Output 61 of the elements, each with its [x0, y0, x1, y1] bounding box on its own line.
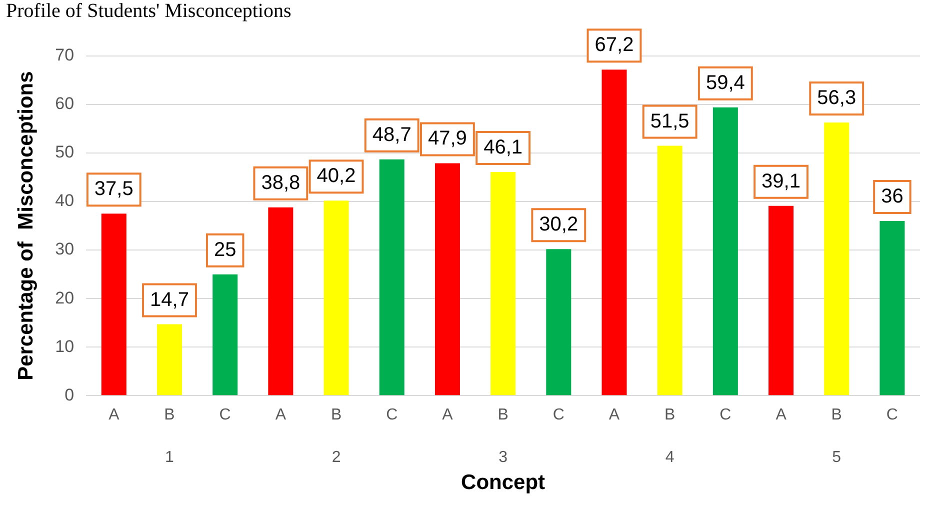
x-tick-label: C [219, 406, 231, 424]
text: 4 [665, 449, 674, 466]
data-label: 46,1 [484, 136, 523, 158]
y-tick-label: 10 [55, 336, 74, 356]
x-tick-label: A [608, 406, 620, 424]
x-tick-label: C [720, 406, 732, 424]
bar [712, 107, 738, 396]
x-tick-label: B [330, 406, 342, 424]
y-tick-label: 70 [55, 46, 74, 65]
data-label: 25 [214, 238, 236, 261]
x-tick-label: B [498, 406, 508, 424]
data-label: 56,3 [817, 86, 856, 109]
data-label: 59,4 [706, 72, 745, 94]
data-label: 40,2 [316, 165, 356, 188]
bar [602, 70, 627, 396]
text: 3 [498, 449, 508, 466]
y-tick-label: 20 [55, 288, 74, 308]
x-tick-label: C [552, 406, 564, 424]
data-label: 37,5 [94, 178, 134, 200]
x-tick-label: B [831, 406, 842, 424]
bar [434, 163, 460, 396]
x-tick-label: A [776, 406, 787, 424]
x-axis-title: Concept [461, 471, 546, 494]
bar [768, 206, 794, 396]
data-label: 48,7 [372, 124, 412, 146]
y-tick-label: 40 [55, 191, 74, 210]
bar [379, 159, 404, 396]
x-tick-label: C [886, 406, 898, 424]
data-label: 47,9 [428, 128, 467, 150]
data-label: 39,1 [762, 170, 800, 192]
data-label: 38,8 [261, 172, 300, 194]
bar [824, 122, 850, 396]
x-tick-label: A [275, 406, 286, 424]
x-tick-label: C [386, 406, 398, 424]
bar [880, 220, 905, 396]
bar [490, 172, 516, 396]
bar [546, 249, 572, 396]
bar [324, 200, 349, 396]
bar [268, 207, 294, 396]
text: 1 [165, 449, 174, 466]
x-tick-label: B [664, 406, 676, 424]
bar [212, 274, 238, 396]
chart-title: Profile of Students' Misconceptions [6, 0, 292, 23]
bar [657, 146, 682, 396]
x-tick-label: A [442, 406, 454, 424]
data-label: 51,5 [650, 110, 690, 132]
data-label: 30,2 [539, 214, 578, 236]
y-axis-title: Percentage of Misconceptions [14, 71, 38, 380]
y-tick-label: 50 [55, 142, 74, 162]
x-tick-label: A [108, 406, 120, 424]
data-label: 14,7 [150, 288, 189, 311]
data-label: 67,2 [594, 34, 634, 56]
y-tick-label: 30 [55, 240, 74, 259]
text: 5 [832, 449, 842, 466]
text: 2 [332, 449, 341, 466]
y-tick-label: 0 [64, 385, 74, 404]
bar [156, 324, 182, 396]
y-tick-label: 60 [55, 94, 74, 114]
x-tick-label: B [164, 406, 175, 424]
data-label: 36 [881, 185, 904, 208]
bar [101, 214, 126, 396]
